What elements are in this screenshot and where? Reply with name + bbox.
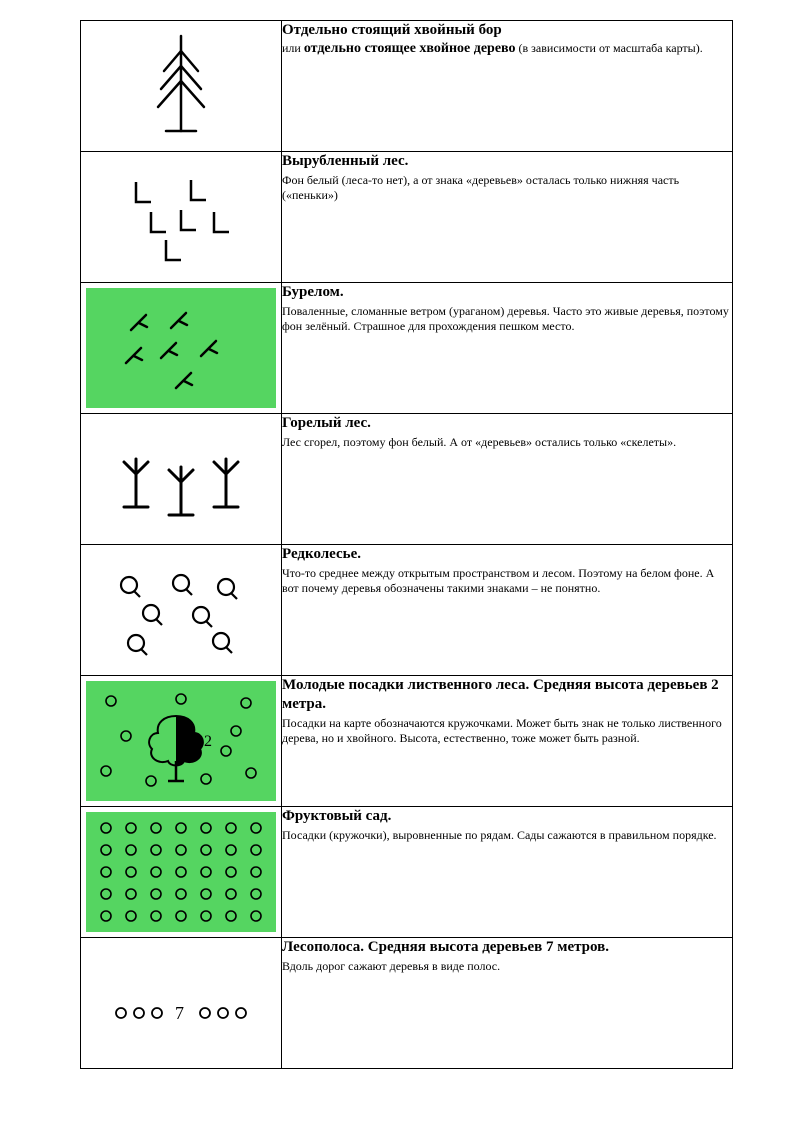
symbol-cell-sparse xyxy=(81,545,282,676)
page: Отдельно стоящий хвойный бор или отдельн… xyxy=(0,0,793,1109)
row-desc: Поваленные, сломанные ветром (ураганом) … xyxy=(282,304,732,334)
height-label: 2 xyxy=(204,733,212,750)
symbol-cell-cut-forest xyxy=(81,152,282,283)
row-desc: Что-то среднее между открытым пространст… xyxy=(282,566,732,596)
table-row: Бурелом. Поваленные, сломанные ветром (у… xyxy=(81,283,733,414)
shelterbelt-icon: 7 xyxy=(81,938,281,1068)
row-desc: Посадки на карте обозначаются кружочками… xyxy=(282,716,732,746)
desc-cell-conifer: Отдельно стоящий хвойный бор или отдельн… xyxy=(282,21,733,152)
table-row: Отдельно стоящий хвойный бор или отдельн… xyxy=(81,21,733,152)
row-title: Горелый лес. xyxy=(282,415,371,431)
desc-cell-young-plantings: Молодые посадки лиственного леса. Средня… xyxy=(282,676,733,807)
table-row: Фруктовый сад. Посадки (кружочки), выров… xyxy=(81,807,733,938)
conifer-tree-icon xyxy=(81,21,281,151)
burnt-trees-icon xyxy=(81,414,281,544)
desc-cell-cut-forest: Вырубленный лес. Фон белый (леса-то нет)… xyxy=(282,152,733,283)
symbol-cell-burnt xyxy=(81,414,282,545)
sparse-forest-icon xyxy=(81,545,281,675)
table-row: 7 Лесополоса. Средняя высота деревьев 7 … xyxy=(81,938,733,1069)
row-desc: Посадки (кружочки), выровненные по рядам… xyxy=(282,828,732,843)
table-row: Вырубленный лес. Фон белый (леса-то нет)… xyxy=(81,152,733,283)
row-desc: Лес сгорел, поэтому фон белый. А от «дер… xyxy=(282,435,732,450)
windfall-icon xyxy=(86,288,276,408)
row-title: Молодые посадки лиственного леса. Средня… xyxy=(282,677,719,712)
row-desc: Фон белый (леса-то нет), а от знака «дер… xyxy=(282,173,732,203)
symbol-cell-shelterbelt: 7 xyxy=(81,938,282,1069)
symbol-cell-conifer xyxy=(81,21,282,152)
row-title: Лесополоса. Средняя высота деревьев 7 ме… xyxy=(282,939,609,955)
desc-cell-windfall: Бурелом. Поваленные, сломанные ветром (у… xyxy=(282,283,733,414)
row-prefix: или xyxy=(282,41,304,55)
desc-cell-shelterbelt: Лесополоса. Средняя высота деревьев 7 ме… xyxy=(282,938,733,1069)
row-suffix: (в зависимости от масштаба карты). xyxy=(516,41,703,55)
table-row: Горелый лес. Лес сгорел, поэтому фон бел… xyxy=(81,414,733,545)
symbol-cell-windfall xyxy=(81,283,282,414)
table-row: Редколесье. Что-то среднее между открыты… xyxy=(81,545,733,676)
row-title: Фруктовый сад. xyxy=(282,808,391,824)
symbol-cell-young-plantings: 2 xyxy=(81,676,282,807)
young-plantings-icon: 2 xyxy=(86,681,276,801)
desc-cell-sparse: Редколесье. Что-то среднее между открыты… xyxy=(282,545,733,676)
row-desc: Вдоль дорог сажают деревья в виде полос. xyxy=(282,959,732,974)
row-title: Редколесье. xyxy=(282,546,361,562)
stumps-icon xyxy=(81,152,281,282)
desc-cell-orchard: Фруктовый сад. Посадки (кружочки), выров… xyxy=(282,807,733,938)
row-title: Бурелом. xyxy=(282,284,344,300)
row-title: Вырубленный лес. xyxy=(282,153,408,169)
table-row: 2 Молодые посадки лиственного леса. Сред… xyxy=(81,676,733,807)
legend-table: Отдельно стоящий хвойный бор или отдельн… xyxy=(80,20,733,1069)
row-title: Отдельно стоящий хвойный бор xyxy=(282,22,502,38)
desc-cell-burnt: Горелый лес. Лес сгорел, поэтому фон бел… xyxy=(282,414,733,545)
height-label: 7 xyxy=(175,1003,184,1023)
orchard-icon xyxy=(86,812,276,932)
symbol-cell-orchard xyxy=(81,807,282,938)
row-title2: отдельно стоящее хвойное дерево xyxy=(304,41,516,56)
